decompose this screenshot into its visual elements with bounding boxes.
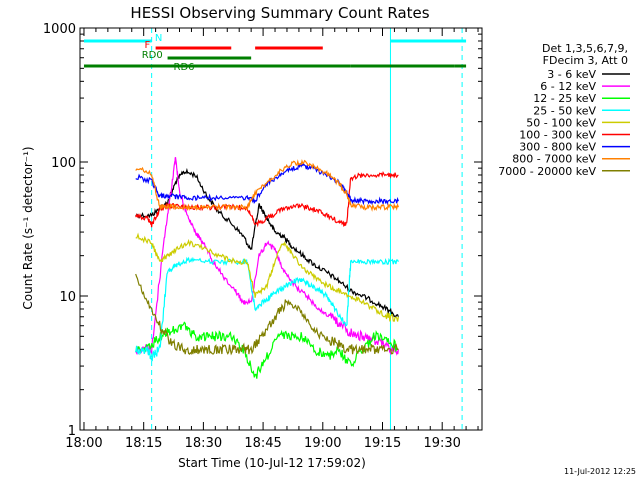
series-line-2 [135, 321, 399, 379]
series-line-7 [135, 159, 399, 212]
legend-entry-label: 12 - 25 keV [533, 92, 596, 105]
flag-label-rd0: RD0 [142, 50, 163, 61]
legend-entry-label: 6 - 12 keV [540, 80, 596, 93]
flag-label-rd6: RD6 [174, 62, 195, 73]
x-tick-label: 18:30 [185, 436, 222, 451]
legend-entry-label: 300 - 800 keV [519, 141, 596, 154]
y-tick-label: 1000 [43, 22, 76, 37]
legend-entry-label: 25 - 50 keV [533, 104, 596, 117]
x-tick-label: 19:30 [423, 436, 460, 451]
chart-title: HESSI Observing Summary Count Rates [130, 4, 429, 22]
series-line-8 [135, 273, 399, 356]
x-tick-label: 19:15 [364, 436, 401, 451]
legend-entry-label: 50 - 100 keV [526, 116, 596, 129]
legend-entry-label: 3 - 6 keV [547, 68, 596, 81]
series-line-6 [135, 162, 399, 206]
series-line-1 [135, 156, 399, 356]
flag-label-f: F [144, 40, 150, 51]
x-axis-label: Start Time (10-Jul-12 17:59:02) [178, 456, 366, 470]
legend-entry-label: 7000 - 20000 keV [498, 165, 596, 178]
legend-header-line-2: FDecim 3, Att 0 [543, 54, 628, 67]
x-tick-label: 18:45 [244, 436, 281, 451]
y-tick-label: 100 [51, 156, 76, 171]
x-tick-label: 18:00 [65, 436, 102, 451]
y-tick-label: 1 [68, 424, 76, 439]
legend-entry-label: 100 - 300 keV [519, 129, 596, 142]
y-tick-label: 10 [59, 290, 76, 305]
series-line-3 [135, 256, 399, 362]
x-tick-label: 19:00 [304, 436, 341, 451]
plot-frame [79, 27, 483, 431]
x-tick-label: 18:15 [125, 436, 162, 451]
series-line-4 [135, 232, 399, 322]
timestamp: 11-Jul-2012 12:25 [564, 467, 636, 476]
flag-label-n: N [155, 33, 162, 44]
legend-header-line-1: Det 1,3,5,6,7,9, [542, 42, 628, 55]
y-axis-label: Count Rate (s⁻¹ detector⁻¹) [21, 146, 35, 309]
legend-entry-label: 800 - 7000 keV [512, 153, 596, 166]
